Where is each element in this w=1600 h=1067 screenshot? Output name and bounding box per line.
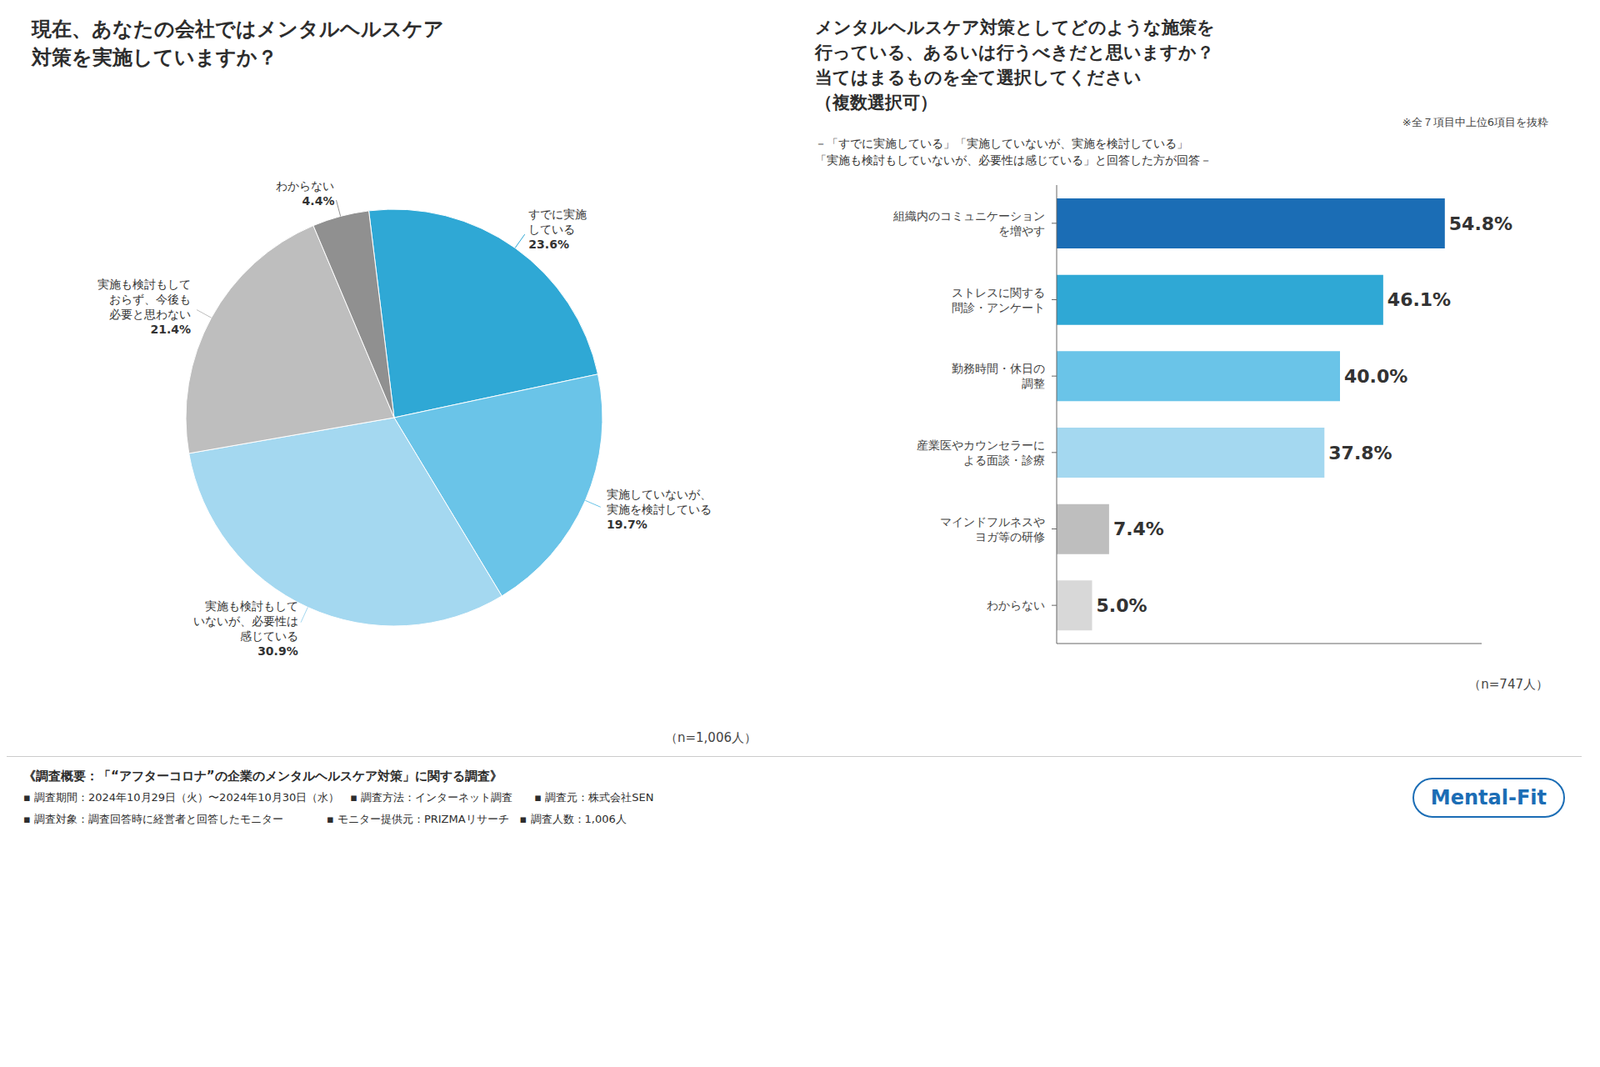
html-text:《調査概要：「“アフターコロナ”の企業のメンタルヘルスケア対: 《調査概要：「“アフターコロナ”の企業のメンタルヘルスケア対策」に関する調査》 <box>23 768 503 784</box>
svg-text:37.8%: 37.8% <box>1328 442 1392 464</box>
html-text:▪ 調査対象：調査回答時に経営者と回答したモニター ▪ モニ: ▪ 調査対象：調査回答時に経営者と回答したモニター ▪ モニター提供元：PRIZ… <box>23 812 627 825</box>
html-text:Mental-Fit: Mental-Fit <box>1430 785 1547 810</box>
svg-text:産業医やカウンセラーによる面談・診療: 産業医やカウンセラーによる面談・診療 <box>916 438 1045 467</box>
html-text:（複数選択可）: （複数選択可） <box>815 92 938 113</box>
svg-text:46.1%: 46.1% <box>1387 289 1451 310</box>
svg-text:すでに実施している23.6%: すでに実施している23.6% <box>528 207 587 251</box>
svg-text:わからない: わからない <box>986 598 1045 612</box>
svg-text:7.4%: 7.4% <box>1113 518 1165 540</box>
svg-text:実施も検討もしていないが、必要性は感じている30.9%: 実施も検討もしていないが、必要性は感じている30.9% <box>193 599 299 658</box>
html-text:▪ 調査期間：2024年10月29日（火）〜2024年10月: ▪ 調査期間：2024年10月29日（火）〜2024年10月30日（水） ▪ 調… <box>23 790 654 804</box>
svg-text:5.0%: 5.0% <box>1096 595 1148 616</box>
svg-text:組織内のコミュニケーションを増やす: 組織内のコミュニケーションを増やす <box>892 209 1045 238</box>
svg-text:54.8%: 54.8% <box>1449 213 1513 235</box>
html-text:「実施も検討もしていないが、必要性は感じている」と回答した方: 「実施も検討もしていないが、必要性は感じている」と回答した方が回答－ <box>815 153 1212 167</box>
svg-text:ストレスに関する問診・アンケート: ストレスに関する問診・アンケート <box>951 285 1045 315</box>
svg-text:実施していないが、実施を検討している19.7%: 実施していないが、実施を検討している19.7% <box>606 487 712 531</box>
html-text:現在、あなたの会社ではメンタルヘルスケア: 現在、あなたの会社ではメンタルヘルスケア <box>31 17 445 41</box>
svg-text:実施も検討もしておらず、今後も必要と思わない21.4%: 実施も検討もしておらず、今後も必要と思わない21.4% <box>97 277 191 336</box>
html-text:メンタルヘルスケア対策としてどのような施策を: メンタルヘルスケア対策としてどのような施策を <box>815 17 1215 38</box>
html-text:（n=747人）: （n=747人） <box>1468 676 1549 692</box>
svg-text:40.0%: 40.0% <box>1344 365 1408 387</box>
html-text:行っている、あるいは行うべきだと思いますか？: 行っている、あるいは行うべきだと思いますか？ <box>815 42 1215 63</box>
html-text:（n=1,006人）: （n=1,006人） <box>665 730 757 745</box>
html-text:当てはまるものを全て選択してください: 当てはまるものを全て選択してください <box>815 67 1142 88</box>
html-text:－「すでに実施している」「実施していないが、実施を検討してい: －「すでに実施している」「実施していないが、実施を検討している」 <box>815 136 1189 150</box>
svg-text:勤務時間・休日の調整: 勤務時間・休日の調整 <box>951 361 1045 390</box>
html-text:対策を実施していますか？: 対策を実施していますか？ <box>31 45 278 70</box>
svg-text:マインドフルネスやヨガ等の研修: マインドフルネスやヨガ等の研修 <box>940 515 1045 544</box>
html-text:※全７項目中上位6項目を抜粋: ※全７項目中上位6項目を抜粋 <box>1402 115 1549 129</box>
svg-text:わからない4.4%: わからない4.4% <box>275 179 335 208</box>
